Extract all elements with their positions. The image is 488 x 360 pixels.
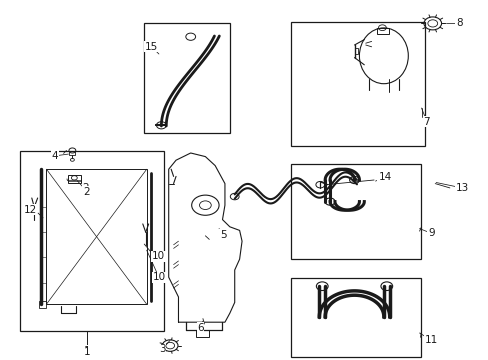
Bar: [20, 151, 163, 331]
Text: 5: 5: [219, 230, 225, 240]
Text: 7: 7: [423, 117, 429, 127]
Text: 12: 12: [23, 204, 37, 215]
Text: 6: 6: [197, 323, 203, 333]
Text: 14: 14: [376, 173, 390, 183]
Text: 13: 13: [454, 183, 468, 193]
Text: 13: 13: [454, 184, 468, 194]
Text: 7: 7: [423, 117, 429, 127]
Text: 11: 11: [424, 335, 437, 345]
Text: 5: 5: [220, 230, 227, 240]
Text: 15: 15: [144, 42, 158, 52]
Bar: [39, 301, 46, 308]
Text: 3: 3: [159, 344, 165, 354]
Text: 1: 1: [83, 346, 90, 356]
Text: 10: 10: [152, 251, 164, 261]
Text: 9: 9: [427, 228, 434, 238]
Text: 4: 4: [51, 152, 58, 162]
Bar: [376, 28, 388, 34]
Text: 6: 6: [197, 323, 203, 333]
Bar: [144, 23, 229, 133]
Text: 8: 8: [455, 18, 462, 28]
Bar: [290, 278, 420, 357]
Text: 10: 10: [152, 272, 165, 282]
Bar: [195, 330, 209, 337]
Text: 15: 15: [144, 42, 158, 52]
Bar: [69, 151, 75, 155]
Text: 4: 4: [51, 151, 58, 161]
Text: 2: 2: [83, 186, 90, 197]
Bar: [290, 22, 425, 146]
Bar: [68, 175, 81, 183]
Bar: [290, 164, 420, 259]
Text: 2: 2: [82, 183, 89, 193]
Text: 14: 14: [378, 172, 391, 182]
Bar: [46, 169, 146, 304]
Text: 1: 1: [83, 347, 90, 357]
Text: 9: 9: [427, 228, 434, 238]
Text: 11: 11: [424, 335, 437, 345]
Text: 3: 3: [159, 344, 165, 354]
Text: 12: 12: [23, 204, 37, 215]
Text: 8: 8: [454, 18, 461, 28]
Bar: [354, 48, 358, 54]
